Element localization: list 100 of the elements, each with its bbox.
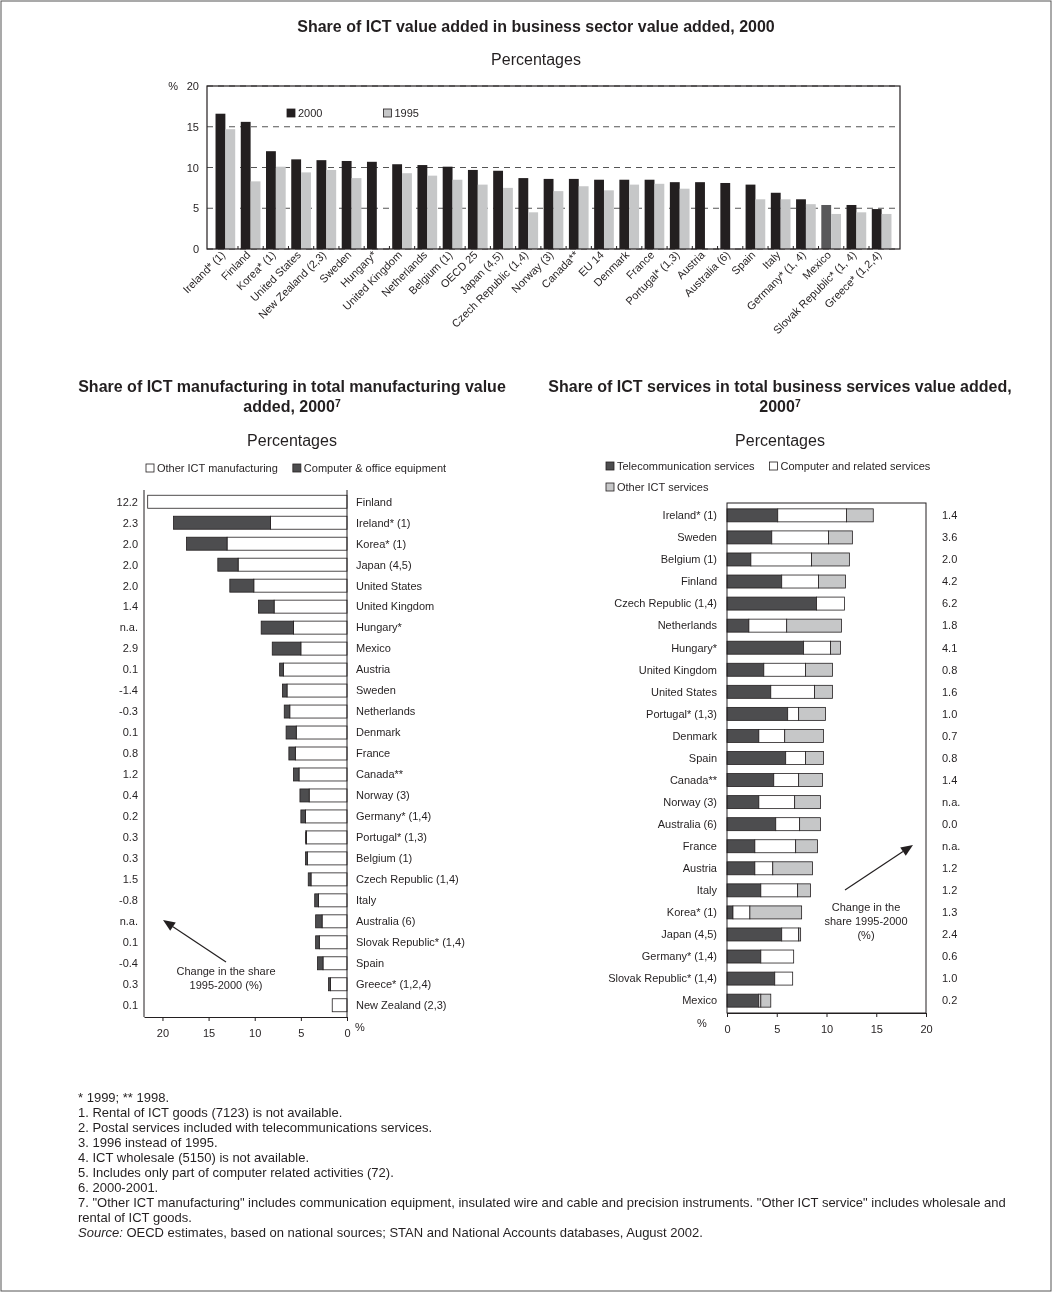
text: n.a. — [119, 915, 138, 928]
y-tick-label: Spain — [356, 957, 385, 970]
text: 0.3 — [122, 852, 138, 865]
text: 0.8 — [942, 663, 958, 676]
y-tick-label: Austria — [356, 663, 392, 676]
text: 1.8 — [942, 619, 958, 632]
annotation: Change in the share 1995-2000 (%) — [176, 965, 276, 991]
text: 3.6 — [942, 531, 958, 544]
y-tick-label: Sweden — [677, 531, 717, 544]
x-tick-label: 15 — [870, 1022, 883, 1035]
text: 0.2 — [122, 810, 138, 823]
y-tick-label: Denmark — [672, 729, 718, 742]
text: 0.4 — [122, 789, 138, 802]
y-tick-label: Netherlands — [657, 619, 718, 632]
x-tick-label: 10 — [820, 1022, 834, 1035]
text: 6.2 — [942, 597, 958, 610]
y-tick-label: Denmark — [356, 726, 402, 739]
y-tick-label: Czech Republic (1,4) — [356, 873, 459, 886]
annotation: Change in the share 1995-2000 (%) — [824, 901, 908, 941]
text: 2.0 — [122, 537, 138, 550]
text: 1.2 — [942, 862, 958, 875]
y-tick-label: Mexico — [356, 642, 391, 655]
text: 2.0 — [122, 558, 138, 571]
x-axis-title: % — [697, 1017, 707, 1029]
text: 1.4 — [942, 773, 958, 786]
chart-title: Share of ICT value added in business sector value added, 2000 — [297, 18, 775, 35]
text: 1.0 — [942, 707, 958, 720]
y-tick-label: Ireland* (1) — [662, 509, 717, 522]
text: 7. "Other ICT manufacturing" includes communication equipment, insulated wire and cable and precision instruments. "Other ICT service" includes wholesale and rental of ICT goods. — [78, 1195, 1006, 1225]
x-axis-title: % — [355, 1021, 365, 1033]
x-tick-label: 0 — [724, 1022, 731, 1035]
y-tick-label: Ireland* (1) — [356, 516, 411, 529]
text: 0.8 — [122, 747, 138, 760]
text: 1.6 — [942, 685, 958, 698]
y-tick-label: Canada** — [669, 773, 718, 786]
y-tick-label: Belgium (1) — [660, 553, 717, 566]
y-tick-label: Norway (3) — [663, 795, 717, 808]
text: 2.0 — [942, 553, 958, 566]
text: 1.2 — [942, 884, 958, 897]
text: 0.6 — [942, 950, 958, 963]
text: -0.8 — [119, 894, 138, 907]
legend-label: Other ICT services — [617, 481, 709, 493]
y-tick-label: 20 — [186, 80, 199, 93]
text: 1.4 — [942, 509, 958, 522]
text: n.a. — [942, 795, 961, 808]
text: 0.1 — [122, 726, 138, 739]
y-tick-label: United States — [356, 579, 423, 592]
source-note: Source: OECD estimates, based on national sources; STAN and National Accounts databases, August 2002. — [78, 1225, 703, 1240]
x-tick-label: 20 — [920, 1022, 933, 1035]
x-tick-label: Italy — [759, 248, 783, 272]
y-tick-label: 10 — [186, 161, 199, 174]
y-tick-label: 5 — [192, 202, 199, 215]
text: 0.1 — [122, 936, 138, 949]
text: 4.1 — [942, 641, 958, 654]
text: * 1999; ** 1998. — [78, 1090, 170, 1105]
y-tick-label: Austria — [682, 862, 718, 875]
y-tick-label: Italy — [696, 884, 718, 897]
text: 0.7 — [942, 729, 958, 742]
y-tick-label: Finland — [356, 495, 393, 508]
y-tick-label: 15 — [186, 120, 199, 133]
y-tick-label: Czech Republic (1,4) — [614, 597, 717, 610]
x-tick-label: 5 — [774, 1022, 781, 1035]
text: 0.1 — [122, 999, 138, 1012]
text: -0.4 — [119, 957, 138, 970]
text: 3. 1996 instead of 1995. — [78, 1135, 218, 1150]
y-tick-label: Korea* (1) — [356, 537, 407, 550]
x-tick-label: 5 — [298, 1026, 305, 1039]
legend-label: Computer and related services — [780, 460, 931, 472]
text: 0.8 — [942, 751, 958, 764]
y-tick-label: Sweden — [356, 684, 396, 697]
chart-subtitle: Percentages — [735, 432, 825, 449]
y-tick-label: Belgium (1) — [356, 852, 413, 865]
text: n.a. — [119, 621, 138, 634]
y-tick-label: Netherlands — [356, 705, 416, 718]
y-tick-label: Canada** — [356, 768, 404, 781]
legend-label: Telecommunication services — [617, 460, 756, 472]
text: 1.5 — [122, 873, 138, 886]
text: 2.3 — [122, 516, 138, 529]
text: -1.4 — [119, 684, 138, 697]
y-tick-label: Norway (3) — [356, 789, 410, 802]
text: n.a. — [942, 840, 961, 853]
text: 1.3 — [942, 906, 958, 919]
text: 1. Rental of ICT goods (7123) is not available. — [78, 1105, 343, 1120]
text: 12.2 — [116, 495, 138, 508]
y-tick-label: Japan (4,5) — [661, 928, 717, 941]
y-tick-label: United Kingdom — [638, 663, 717, 676]
text: 1.2 — [122, 768, 138, 781]
text: 4. ICT wholesale (5150) is not available. — [78, 1150, 309, 1165]
y-tick-label: United States — [650, 685, 718, 698]
y-tick-label: Italy — [356, 894, 377, 907]
y-tick-label: Slovak Republic* (1,4) — [356, 936, 465, 949]
text: 2.0 — [122, 579, 138, 592]
y-tick-label: Spain — [688, 751, 717, 764]
y-tick-label: New Zealand (2,3) — [356, 999, 447, 1012]
text: 4.2 — [942, 575, 958, 588]
chart-title: Share of ICT manufacturing in total manufacturing value added, 2000$^{7}$ — [78, 378, 506, 415]
text: 2.9 — [122, 642, 138, 655]
y-tick-label: Slovak Republic* (1,4) — [608, 972, 717, 985]
y-tick-label: Portugal* (1,3) — [356, 831, 427, 844]
x-tick-label: 10 — [249, 1026, 262, 1039]
